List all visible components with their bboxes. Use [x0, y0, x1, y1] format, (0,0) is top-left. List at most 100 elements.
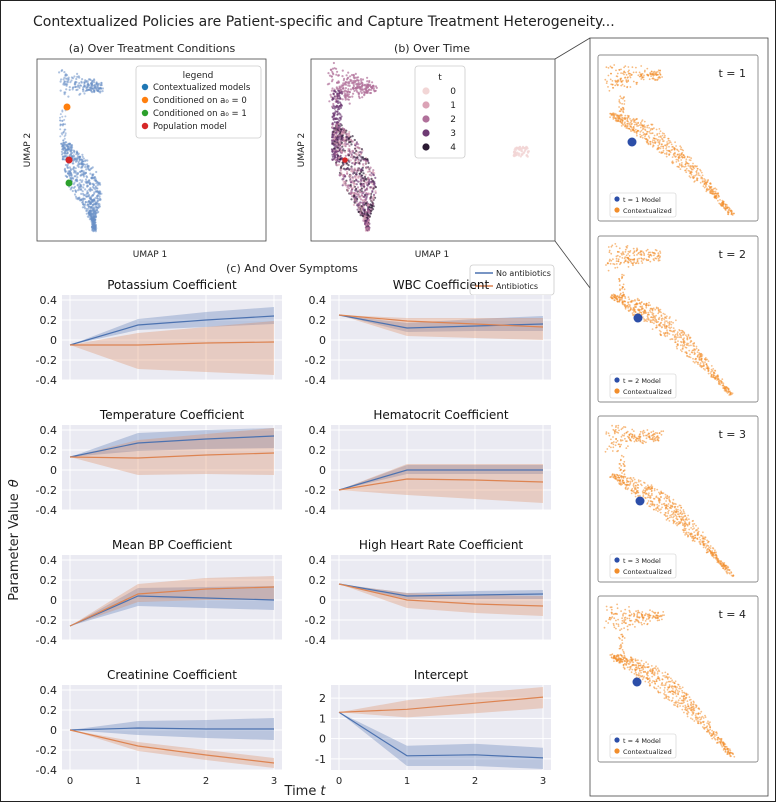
umap-point — [664, 134, 666, 137]
umap-point — [649, 438, 651, 440]
umap-point — [355, 173, 358, 176]
umap-point — [353, 180, 356, 183]
umap-point — [642, 619, 644, 621]
umap-point — [617, 114, 620, 117]
legend-label: Contextualized models — [153, 83, 251, 93]
umap-point — [641, 490, 644, 493]
umap-point — [364, 162, 368, 165]
umap-point — [699, 363, 701, 366]
umap-point — [335, 105, 338, 108]
umap-point — [350, 73, 354, 77]
umap-point — [709, 188, 711, 190]
umap-point — [702, 540, 705, 543]
umap-point — [78, 82, 81, 85]
umap-point — [61, 119, 64, 122]
umap-point — [657, 312, 660, 315]
umap-point — [725, 388, 728, 391]
umap-point — [654, 611, 657, 614]
umap-point — [80, 170, 83, 173]
umap-point — [65, 141, 68, 144]
umap-point — [712, 555, 714, 558]
umap-point — [665, 320, 668, 323]
umap-point — [685, 346, 688, 349]
umap-point — [615, 627, 617, 630]
umap-point — [348, 91, 351, 94]
umap-point — [649, 143, 652, 146]
umap-point — [331, 135, 334, 138]
umap-point — [702, 543, 705, 546]
umap-point — [624, 612, 627, 615]
umap-point — [630, 130, 632, 133]
umap-point — [359, 180, 362, 183]
umap-point — [525, 154, 528, 157]
umap-point — [332, 139, 335, 142]
umap-point — [694, 174, 696, 177]
umap-point — [644, 126, 647, 128]
umap-point — [82, 171, 85, 174]
umap-point — [668, 498, 671, 501]
umap-point — [622, 614, 624, 617]
umap-point — [697, 349, 700, 351]
umap-point — [74, 167, 77, 170]
connector-bottom — [554, 240, 591, 289]
umap-point — [351, 95, 354, 98]
umap-point — [676, 334, 679, 337]
umap-point — [81, 201, 84, 204]
umap-point — [685, 352, 688, 355]
umap-point — [695, 345, 698, 348]
umap-point — [631, 66, 634, 69]
umap-point — [355, 83, 358, 86]
umap-point — [85, 212, 88, 215]
umap-point — [708, 185, 710, 188]
umap-point — [351, 177, 355, 180]
umap-point — [363, 175, 367, 178]
umap-point — [699, 542, 701, 545]
umap-point — [663, 497, 666, 500]
umap-point — [368, 79, 371, 83]
umap-point — [633, 613, 636, 616]
umap-point — [639, 480, 642, 482]
umap-point — [713, 374, 715, 377]
umap-point — [708, 546, 711, 549]
umap-point — [717, 559, 720, 562]
umap-point — [683, 529, 685, 532]
umap-point — [647, 316, 649, 319]
umap-point — [353, 138, 356, 142]
umap-point — [341, 75, 344, 78]
umap-point — [731, 392, 734, 395]
umap-point — [624, 260, 627, 262]
umap-point — [682, 338, 684, 341]
umap-point — [622, 479, 624, 481]
umap-point — [354, 142, 357, 145]
umap-point — [630, 74, 633, 76]
umap-point — [352, 203, 356, 206]
umap-point — [616, 603, 618, 606]
umap-point — [669, 506, 671, 509]
umap-point — [357, 81, 360, 84]
umap-point — [658, 504, 660, 507]
umap-point — [339, 88, 343, 92]
umap-point — [616, 72, 619, 75]
umap-point — [616, 607, 619, 610]
umap-point — [365, 166, 368, 169]
umap-point — [662, 151, 664, 154]
population-model-point — [342, 157, 348, 163]
umap-point — [684, 165, 687, 168]
umap-point — [658, 619, 661, 622]
umap-point — [622, 251, 624, 253]
umap-point — [361, 211, 364, 214]
umap-point — [621, 79, 624, 82]
umap-point — [649, 505, 652, 508]
umap-point — [645, 612, 647, 615]
umap-point — [666, 332, 669, 335]
umap-point — [721, 561, 724, 564]
umap-point — [359, 90, 362, 93]
umap-point — [666, 149, 668, 152]
umap-point — [345, 74, 348, 77]
umap-point — [620, 68, 622, 71]
umap-point — [622, 252, 624, 255]
umap-point — [726, 204, 728, 206]
umap-point — [648, 436, 651, 439]
umap-point — [647, 142, 650, 145]
umap-point — [674, 329, 676, 332]
